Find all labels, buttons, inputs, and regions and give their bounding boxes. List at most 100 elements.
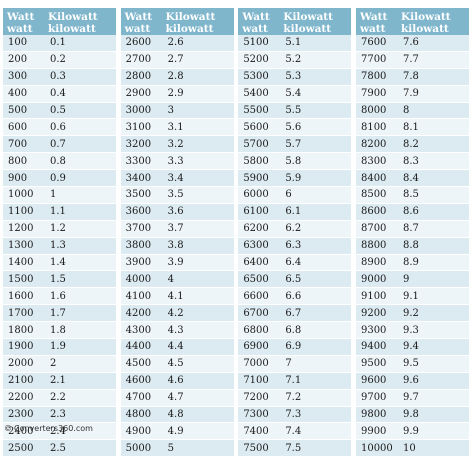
kilowatt-value: 2.4 — [50, 425, 66, 437]
kilowatt-value: 6.4 — [285, 257, 302, 269]
table-row: 2700 2.7 — [120, 51, 234, 69]
kilowatt-value: 2 — [50, 358, 57, 370]
kilowatt-value: 1.3 — [50, 240, 66, 252]
kilowatt-value: 7.7 — [402, 54, 419, 66]
table-row: 8200 8.2 — [355, 136, 469, 154]
kilowatt-value: 5.7 — [285, 138, 302, 150]
watt-value: 8000 — [360, 105, 387, 116]
watt-value: 2200 — [8, 392, 34, 404]
conversion-table: Watt watt Kilowatt kilowatt 100 0.1 200 0.2 300 0… — [3, 8, 470, 457]
kilowatt-value: 9.3 — [402, 324, 419, 336]
kilowatt-value: 8.6 — [402, 206, 419, 218]
watt-value: 1100 — [8, 206, 34, 218]
kilowatt-value: 8.5 — [402, 189, 419, 201]
table-row: 8100 8.1 — [355, 119, 469, 137]
table-row: 4800 4.8 — [120, 406, 234, 424]
table-row: 1400 1.4 — [3, 254, 116, 272]
table-column-1: Watt watt Kilowatt kilowatt 100 0.1 200 0.2 300 0… — [3, 8, 117, 457]
kilowatt-value: 6.9 — [285, 341, 302, 353]
header-watt-unit: watt — [242, 23, 268, 35]
table-row: 6500 6.5 — [238, 271, 352, 289]
table-row: 400 0.4 — [3, 85, 116, 103]
kilowatt-value: 6.1 — [285, 206, 302, 218]
table-row: 3300 3.3 — [120, 153, 234, 171]
table-row: 800 0.8 — [3, 153, 116, 171]
watt-value: 6900 — [243, 341, 269, 353]
watt-value: 1000 — [8, 189, 34, 201]
table-row: 7600 7.6 — [355, 35, 469, 52]
kilowatt-value: 6.6 — [285, 290, 302, 302]
kilowatt-value: 1.2 — [50, 223, 66, 235]
copyright-icon: © — [4, 424, 12, 433]
kilowatt-value: 3.3 — [167, 155, 184, 167]
header-kw-unit: kilowatt — [48, 23, 96, 35]
table-row: 6800 6.8 — [238, 322, 352, 340]
table-row: 2500 2.5 — [3, 440, 116, 457]
kilowatt-value: 8.3 — [402, 155, 419, 167]
watt-value: 2600 — [125, 37, 152, 49]
header-kilowatt: Kilowatt kilowatt — [160, 8, 234, 35]
table-row: 7000 7 — [238, 355, 352, 373]
header-watt-unit: watt — [7, 23, 33, 35]
header-kw-label: Kilowatt — [165, 11, 216, 23]
kilowatt-value: 8.2 — [402, 138, 419, 150]
watt-value: 4800 — [125, 409, 152, 421]
watt-value: 9900 — [360, 425, 387, 437]
header-kw-label: Kilowatt — [283, 11, 333, 23]
kilowatt-value: 6.2 — [285, 223, 302, 235]
watt-value: 9300 — [360, 324, 387, 336]
kilowatt-value: 9.8 — [402, 409, 419, 421]
kilowatt-value: 2.8 — [167, 71, 184, 83]
watt-value: 7700 — [360, 54, 387, 66]
kilowatt-value: 7.2 — [285, 392, 302, 404]
table-row: 7400 7.4 — [238, 423, 352, 441]
watt-value: 3200 — [125, 138, 152, 150]
table-row: 4700 4.7 — [120, 389, 234, 407]
table-row: 9700 9.7 — [355, 389, 469, 407]
header-watt-unit: watt — [359, 23, 386, 35]
watt-value: 4900 — [125, 425, 152, 437]
kilowatt-value: 4 — [167, 273, 175, 285]
watt-value: 7100 — [243, 375, 269, 387]
table-row: 7800 7.8 — [355, 68, 469, 86]
kilowatt-value: 7.6 — [402, 37, 419, 49]
header-kilowatt: Kilowatt kilowatt — [395, 8, 469, 35]
table-row: 2800 2.8 — [120, 68, 234, 86]
kilowatt-value: 10 — [402, 442, 416, 454]
kilowatt-value: 4.3 — [167, 324, 184, 336]
watt-value: 7500 — [243, 442, 269, 454]
table-row: 7100 7.1 — [238, 372, 352, 390]
kilowatt-value: 5.6 — [285, 121, 302, 133]
watt-value: 6800 — [243, 324, 269, 336]
kilowatt-value: 3.4 — [167, 172, 184, 184]
table-row: 6600 6.6 — [238, 288, 352, 306]
table-row: 8900 8.9 — [355, 254, 469, 272]
watt-value: 7000 — [243, 358, 269, 370]
kilowatt-value: 8.1 — [402, 121, 419, 133]
watt-value: 3300 — [125, 155, 152, 167]
kilowatt-value: 2.2 — [50, 392, 66, 404]
table-row: 7900 7.9 — [355, 85, 469, 103]
kilowatt-value: 9.1 — [402, 290, 419, 302]
watt-value: 2000 — [8, 358, 34, 370]
kilowatt-value: 1.9 — [50, 341, 66, 353]
kilowatt-value: 8.9 — [402, 257, 419, 269]
watt-value: 600 — [8, 121, 28, 133]
table-column-3: Watt watt Kilowatt kilowatt 5100 5.1 5200 5.2 53… — [238, 8, 353, 457]
header-kw-unit: kilowatt — [400, 23, 449, 35]
watt-value: 6400 — [243, 257, 269, 269]
kilowatt-value: 9 — [402, 273, 410, 285]
watt-value: 2100 — [8, 375, 34, 387]
kilowatt-value: 0.7 — [50, 138, 66, 150]
watt-value: 5600 — [243, 121, 269, 133]
watt-value: 200 — [8, 54, 28, 66]
kilowatt-value: 7 — [285, 358, 292, 370]
watt-value: 9200 — [360, 307, 387, 319]
watt-value: 3500 — [125, 189, 152, 201]
header-watt: Watt watt — [3, 8, 42, 35]
table-row: 6900 6.9 — [238, 339, 352, 356]
watt-value: 500 — [8, 105, 28, 116]
table-row: 8400 8.4 — [355, 170, 469, 188]
kilowatt-value: 5.8 — [285, 155, 302, 167]
kilowatt-value: 6.3 — [285, 240, 302, 252]
